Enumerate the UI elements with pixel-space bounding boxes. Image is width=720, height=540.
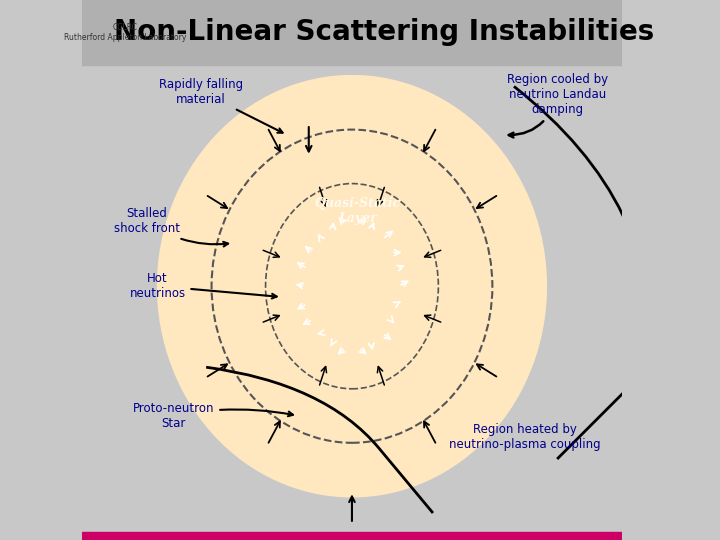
Text: Hot
neutrinos: Hot neutrinos (130, 272, 276, 300)
Text: Quasi-Static
Layer: Quasi-Static Layer (315, 197, 400, 225)
Text: CCLRC
Rutherford Appleton Laboratory: CCLRC Rutherford Appleton Laboratory (64, 23, 186, 42)
Text: Rapidly falling
material: Rapidly falling material (158, 78, 282, 133)
Ellipse shape (282, 211, 422, 362)
Ellipse shape (255, 181, 449, 392)
Ellipse shape (197, 118, 508, 455)
Text: Stalled
shock front: Stalled shock front (114, 207, 228, 246)
Text: Region heated by
neutrino-plasma coupling: Region heated by neutrino-plasma couplin… (449, 423, 600, 451)
Ellipse shape (173, 92, 531, 480)
Ellipse shape (309, 240, 395, 333)
Ellipse shape (225, 149, 478, 423)
Bar (82, 0, 622, 65)
Bar (82, 532, 622, 540)
Ellipse shape (158, 76, 546, 497)
Text: Region cooled by
neutrino Landau
damping: Region cooled by neutrino Landau damping (507, 73, 608, 138)
Text: Non-Linear Scattering Instabilities: Non-Linear Scattering Instabilities (114, 18, 654, 46)
Text: Proto-neutron
Star: Proto-neutron Star (133, 402, 293, 430)
